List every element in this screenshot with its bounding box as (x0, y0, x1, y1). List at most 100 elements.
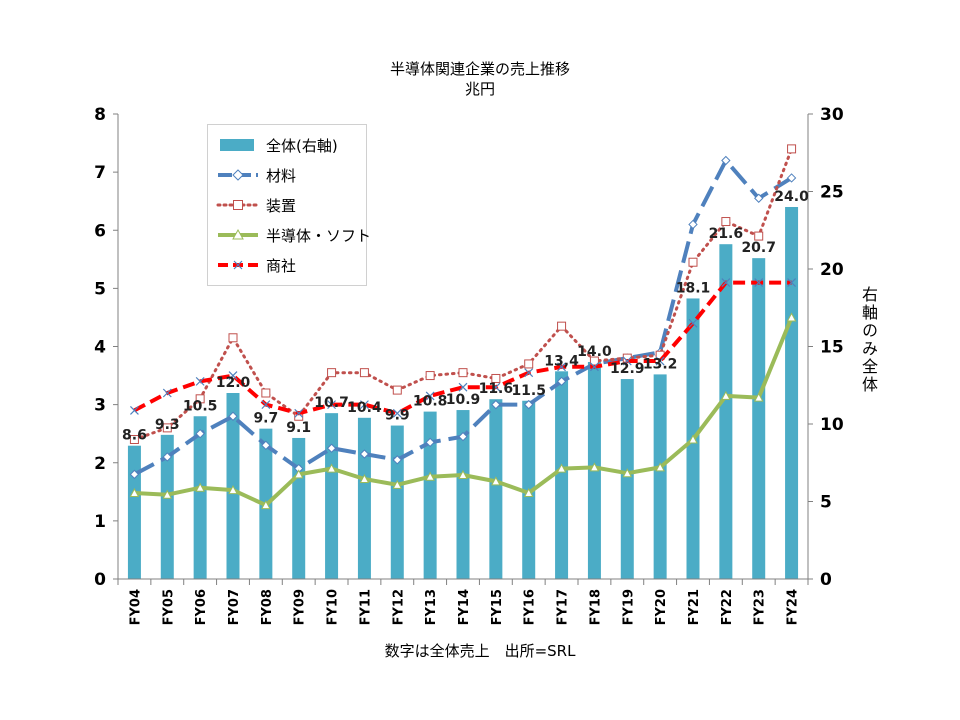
bar-label-FY20: 13.2 (643, 356, 678, 372)
marker-semi_soft-FY22 (721, 390, 731, 400)
bar-FY17 (555, 371, 569, 579)
bar-label-FY08: 9.7 (253, 411, 278, 427)
marker-material-FY24 (786, 173, 797, 183)
x-tick-label-FY05: FY05 (161, 589, 176, 625)
bar-FY06 (193, 416, 207, 579)
bar-FY11 (357, 417, 371, 579)
marker-semi_soft-FY17 (556, 463, 567, 473)
marker-material-FY10 (326, 443, 337, 453)
left-tick-label: 2 (94, 454, 106, 474)
marker-semi_soft-FY16 (523, 487, 534, 497)
marker-trading-FY13 (425, 391, 435, 401)
x-tick-label-FY23: FY23 (753, 589, 768, 625)
marker-material-FY04 (129, 469, 140, 480)
x-tick-label-FY19: FY19 (621, 589, 636, 625)
bar-FY10 (325, 413, 339, 579)
left-tick-label: 3 (94, 396, 106, 416)
marker-material-FY08 (261, 440, 271, 451)
bar-FY19 (620, 379, 634, 579)
x-tick-label-FY17: FY17 (556, 589, 571, 625)
x-tick-label-FY15: FY15 (490, 589, 505, 625)
x-tick-label-FY10: FY10 (326, 589, 341, 625)
bar-FY09 (292, 437, 306, 579)
bar-FY12 (390, 425, 404, 579)
marker-semi_soft-FY08 (261, 500, 271, 510)
tick-labels: 0 1 2 3 4 5 6 7 8 0 5 10 15 20 25 30 FY04 FY05 FY06 FY07 FY0… (94, 105, 844, 625)
bar-data-labels: 8.69.310.512.09.79.110.710.4 9.910.810.91… (122, 189, 809, 444)
left-tick-label: 4 (94, 338, 106, 358)
marker-material-FY15 (491, 399, 501, 410)
x-tick-label-FY16: FY16 (523, 589, 538, 625)
marker-semi_soft-FY20 (655, 462, 665, 472)
right-tick-label: 25 (820, 183, 844, 203)
bar-FY13 (423, 411, 437, 579)
chart-title: 半導体関連企業の売上推移 (389, 60, 570, 78)
marker-trading-FY09 (294, 408, 304, 418)
marker-semi_soft-FY12 (392, 479, 403, 489)
marker-material-FY11 (359, 449, 370, 459)
marker-trading-FY20 (655, 356, 665, 366)
marker-semi_soft-FY24 (786, 312, 797, 322)
marker-equipment-FY21 (688, 257, 698, 267)
marker-material-FY17 (556, 376, 567, 387)
marker-trading-FY10 (327, 400, 336, 410)
marker-semi_soft-FY21 (688, 434, 698, 444)
legend-swatch-material (216, 165, 260, 185)
marker-trading-FY23 (754, 278, 764, 287)
bar-label-FY06: 10.5 (183, 398, 218, 414)
bar-label-FY15: 11.6 (479, 381, 514, 397)
marker-equipment-FY05 (162, 423, 172, 433)
marker-equipment-FY08 (261, 388, 271, 398)
marker-equipment-FY12 (392, 385, 402, 395)
x-tick-label-FY12: FY12 (391, 589, 406, 625)
marker-semi_soft-FY09 (293, 469, 304, 479)
x-tick-label-FY14: FY14 (457, 589, 472, 625)
x-tick-label-FY07: FY07 (227, 589, 242, 625)
marker-semi_soft-FY15 (491, 476, 501, 486)
bar-FY14 (456, 410, 470, 579)
marker-equipment-FY15 (491, 373, 501, 383)
marker-trading-FY08 (261, 400, 271, 410)
marker-trading-FY05 (162, 388, 172, 398)
bar-label-FY12: 9.9 (385, 408, 410, 424)
bar-FY15 (489, 399, 503, 579)
bar-label-FY22: 21.6 (709, 226, 744, 242)
right-axis-title: 右軸のみ全体 (859, 286, 878, 394)
line-series (129, 144, 797, 510)
marker-equipment-FY04 (129, 435, 139, 444)
bar-label-FY05: 9.3 (155, 417, 180, 433)
marker-equipment-FY16 (524, 359, 534, 369)
right-tick-label: 15 (820, 338, 844, 358)
marker-equipment-FY24 (787, 144, 797, 154)
marker-semi_soft-FY14 (458, 469, 468, 479)
bar-label-FY24: 24.0 (774, 189, 809, 205)
marker-trading-FY07 (228, 371, 238, 380)
marker-semi_soft-FY10 (326, 463, 337, 473)
marker-semi_soft-FY18 (589, 462, 600, 472)
marker-trading-FY21 (688, 318, 698, 328)
right-tick-label: 30 (820, 105, 844, 125)
x-tick-label-FY20: FY20 (654, 589, 669, 625)
marker-trading-FY24 (787, 278, 796, 287)
marker-material-FY12 (392, 455, 402, 465)
bar-FY24 (785, 207, 799, 579)
bar-FY05 (160, 434, 174, 579)
chart-footer: 数字は全体売上 出所=SRL (384, 642, 576, 660)
marker-material-FY23 (754, 193, 764, 203)
marker-semi_soft-FY05 (162, 489, 173, 499)
x-tick-label-FY13: FY13 (424, 589, 439, 625)
x-tick-label-FY18: FY18 (588, 589, 603, 625)
legend-label-total: 全体(右軸) (266, 136, 338, 155)
marker-semi_soft-FY11 (359, 473, 370, 484)
x-tick-label-FY22: FY22 (720, 589, 735, 625)
marker-equipment-FY11 (359, 368, 369, 378)
marker-trading-FY19 (622, 356, 632, 366)
legend-swatch-semi-soft (216, 225, 260, 245)
marker-material-FY13 (425, 437, 435, 448)
marker-equipment-FY22 (721, 217, 731, 227)
left-tick-label: 6 (94, 221, 106, 241)
bar-FY23 (752, 258, 766, 579)
legend-swatch-total (216, 135, 260, 155)
bar-label-FY14: 10.9 (446, 392, 481, 408)
